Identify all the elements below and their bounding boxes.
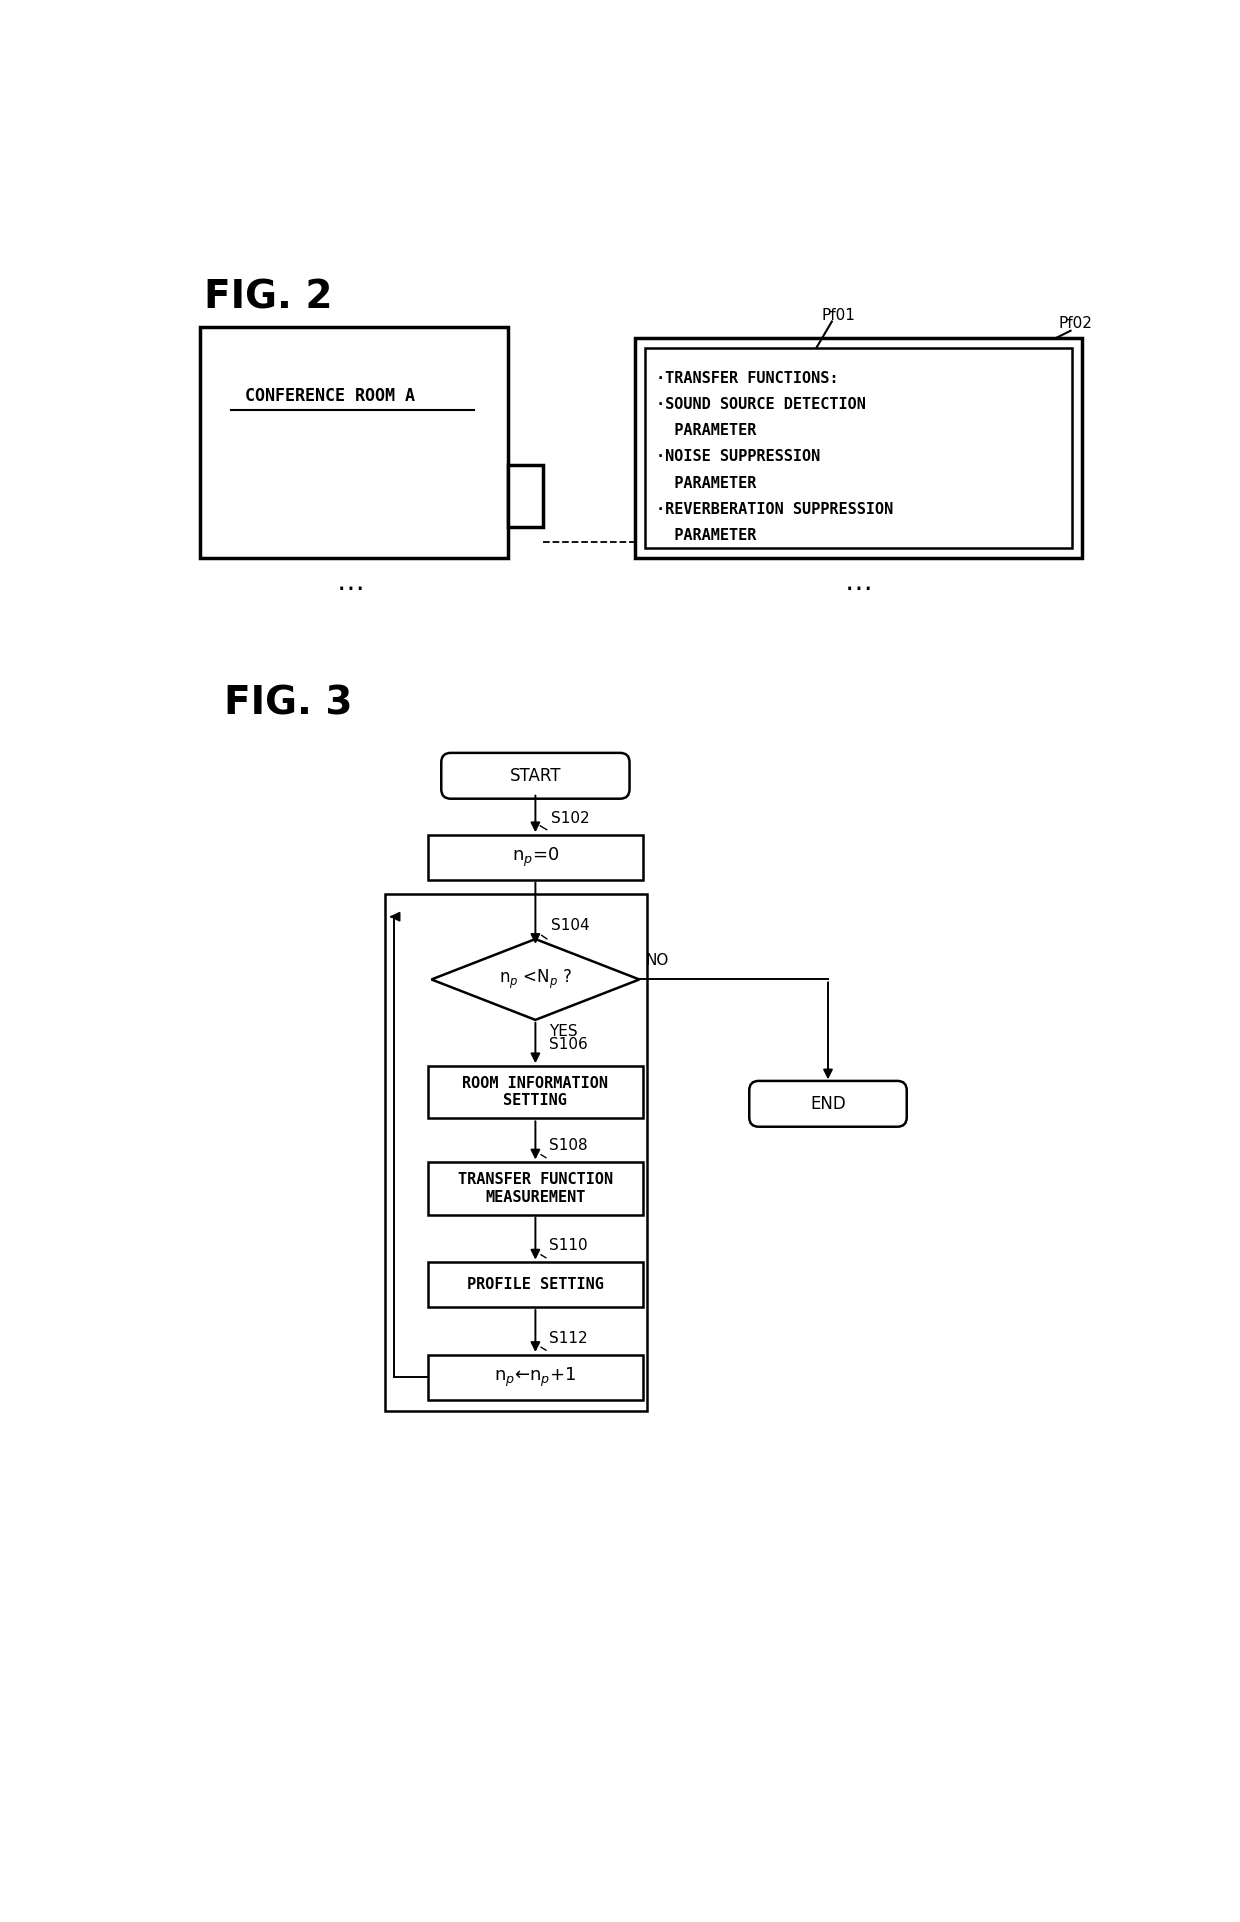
Text: CONFERENCE ROOM A: CONFERENCE ROOM A <box>244 386 415 406</box>
Text: END: END <box>810 1096 846 1113</box>
Text: S102: S102 <box>551 811 589 826</box>
Bar <box>201 327 508 557</box>
Text: PARAMETER: PARAMETER <box>656 529 756 542</box>
Text: S108: S108 <box>549 1138 588 1153</box>
Text: S110: S110 <box>549 1238 588 1253</box>
Bar <box>428 1163 644 1215</box>
Text: Pf02: Pf02 <box>1059 315 1092 331</box>
Text: ROOM INFORMATION
SETTING: ROOM INFORMATION SETTING <box>463 1076 609 1109</box>
Bar <box>508 465 543 527</box>
Text: ⋯: ⋯ <box>337 575 365 604</box>
Text: n$_p$=0: n$_p$=0 <box>512 846 559 869</box>
Polygon shape <box>432 940 640 1021</box>
Text: ·REVERBERATION SUPPRESSION: ·REVERBERATION SUPPRESSION <box>656 502 894 517</box>
FancyBboxPatch shape <box>441 753 630 800</box>
Text: PROFILE SETTING: PROFILE SETTING <box>467 1278 604 1292</box>
Text: TRANSFER FUNCTION
MEASUREMENT: TRANSFER FUNCTION MEASUREMENT <box>458 1172 613 1205</box>
Text: ⋯: ⋯ <box>844 575 873 604</box>
Bar <box>386 894 647 1411</box>
Text: NO: NO <box>646 953 668 967</box>
Bar <box>428 834 644 880</box>
Text: ·NOISE SUPPRESSION: ·NOISE SUPPRESSION <box>656 450 821 465</box>
FancyBboxPatch shape <box>749 1080 906 1126</box>
Text: S106: S106 <box>549 1036 588 1051</box>
Text: n$_p$ <N$_p$ ?: n$_p$ <N$_p$ ? <box>498 969 572 992</box>
Bar <box>645 348 1073 548</box>
Text: START: START <box>510 767 562 784</box>
Bar <box>428 1263 644 1307</box>
Bar <box>635 338 1083 557</box>
Text: FIG. 2: FIG. 2 <box>205 279 332 317</box>
Text: ·SOUND SOURCE DETECTION: ·SOUND SOURCE DETECTION <box>656 398 867 411</box>
Text: ·TRANSFER FUNCTIONS:: ·TRANSFER FUNCTIONS: <box>656 371 838 386</box>
Text: PARAMETER: PARAMETER <box>656 423 756 438</box>
Text: PARAMETER: PARAMETER <box>656 475 756 490</box>
Bar <box>428 1067 644 1119</box>
Text: YES: YES <box>549 1024 578 1038</box>
Text: n$_p$←n$_p$+1: n$_p$←n$_p$+1 <box>495 1365 577 1390</box>
Text: S104: S104 <box>551 919 589 932</box>
Text: FIG. 3: FIG. 3 <box>223 684 352 723</box>
Text: S112: S112 <box>549 1330 588 1345</box>
Bar <box>428 1355 644 1399</box>
Text: Pf01: Pf01 <box>822 308 856 323</box>
